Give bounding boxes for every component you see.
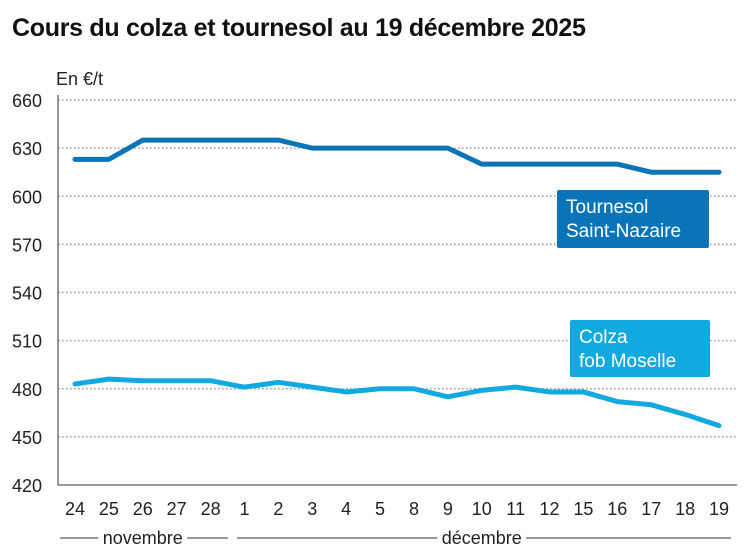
x-tick-label: 26 [133, 499, 153, 519]
y-axis-label: En €/t [56, 69, 103, 89]
y-tick-label: 570 [12, 235, 42, 255]
series-label: Tournesol [566, 197, 648, 218]
series-line [72, 137, 722, 175]
x-tick-label: 4 [341, 499, 351, 519]
x-tick-label: 1 [239, 499, 249, 519]
x-tick-label: 15 [573, 499, 593, 519]
x-tick-label: 25 [99, 499, 119, 519]
series-label: Colza [579, 327, 628, 348]
x-tick-label: 11 [506, 499, 525, 519]
x-tick-label: 8 [409, 499, 419, 519]
y-tick-label: 630 [12, 139, 42, 159]
month-label: décembre [442, 528, 522, 548]
x-tick-label: 5 [375, 499, 385, 519]
x-tick-label: 18 [675, 499, 695, 519]
y-tick-label: 450 [12, 428, 42, 448]
y-tick-label: 540 [12, 284, 42, 304]
series-label-box [557, 190, 709, 248]
series-label: fob Moselle [579, 351, 676, 372]
y-tick-label: 660 [12, 91, 42, 111]
x-tick-label: 28 [201, 499, 221, 519]
series-label: Saint-Nazaire [566, 221, 681, 242]
x-tick-label: 3 [307, 499, 317, 519]
x-tick-label: 9 [443, 499, 453, 519]
x-tick-label: 27 [167, 499, 187, 519]
x-tick-label: 17 [641, 499, 661, 519]
y-tick-label: 420 [12, 476, 42, 496]
series-line [72, 376, 722, 429]
x-tick-label: 2 [273, 499, 283, 519]
y-tick-label: 480 [12, 380, 42, 400]
chart-title: Cours du colza et tournesol au 19 décemb… [12, 14, 586, 42]
x-tick-label: 24 [65, 499, 85, 519]
y-tick-label: 510 [12, 332, 42, 352]
x-tick-label: 10 [472, 499, 492, 519]
x-tick-label: 16 [607, 499, 627, 519]
month-label: novembre [103, 528, 183, 548]
y-tick-label: 600 [12, 187, 42, 207]
x-tick-label: 12 [540, 499, 560, 519]
x-tick-label: 19 [709, 499, 729, 519]
series-label-box [570, 320, 710, 377]
